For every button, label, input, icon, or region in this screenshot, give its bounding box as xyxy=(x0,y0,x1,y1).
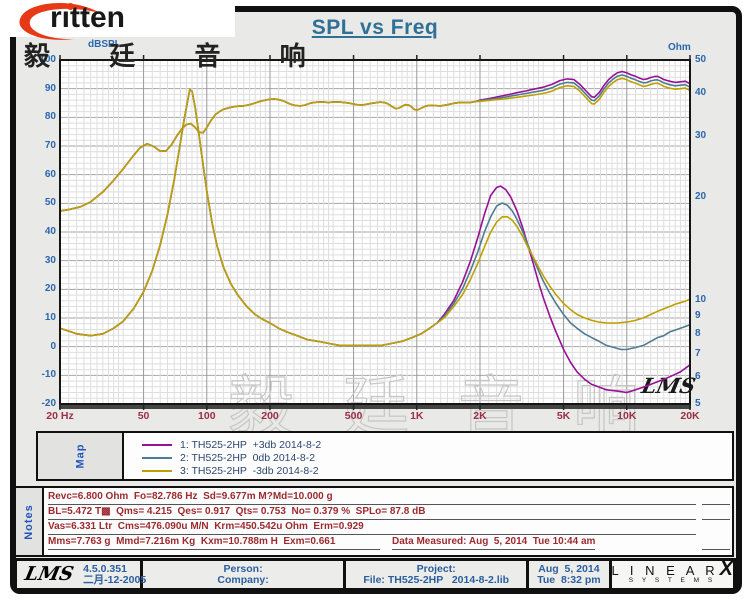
left-tick--20: -20 xyxy=(41,398,56,409)
notes-panel: Notes Revc=6.800 Ohm Fo=82.786 Hz Sd=9.6… xyxy=(14,486,734,557)
note-line-1: Revc=6.800 Ohm Fo=82.786 Hz Sd=9.677m M?… xyxy=(48,491,696,505)
curve-impedance-3-th525-2hp--3db xyxy=(59,88,691,347)
legend-swatch-3 xyxy=(142,469,172,472)
left-tick-10: 10 xyxy=(44,312,56,323)
footer-date-cell: Aug 5, 2014 Tue 8:32 pm xyxy=(529,561,612,588)
linearx-wordmark: L I N E A R xyxy=(611,562,719,578)
lms-logo: LMS xyxy=(22,563,76,585)
x-tick-10k: 10K xyxy=(617,410,637,422)
left-tick-40: 40 xyxy=(44,226,56,237)
legend-swatch-2 xyxy=(142,456,172,459)
x-tick-200: 200 xyxy=(261,410,279,422)
plot-border xyxy=(59,59,691,405)
right-tick-7: 7 xyxy=(695,347,701,359)
x-tick-2k: 2K xyxy=(473,410,487,422)
right-tick-20: 20 xyxy=(695,190,707,202)
linearx-x: X xyxy=(719,557,733,580)
left-tick-0: 0 xyxy=(50,340,56,352)
note-stub-line xyxy=(702,506,730,520)
left-tick-70: 70 xyxy=(44,140,56,151)
note-line-3: Vas=6.331 Ltr Cms=476.090u M/N Krm=450.5… xyxy=(48,521,696,535)
x-tick-100: 100 xyxy=(198,410,216,422)
data-measured-text: Data Measured: Aug 5, 2014 Tue 10:44 am xyxy=(392,536,596,550)
left-tick-50: 50 xyxy=(44,197,56,209)
x-tick-500: 500 xyxy=(344,410,363,422)
right-tick-9: 9 xyxy=(695,310,701,322)
left-tick-60: 60 xyxy=(44,168,56,180)
page-title: SPL vs Freq xyxy=(311,16,439,39)
company-label: Company: xyxy=(217,573,269,586)
legend-item-3: 3: TH525-2HP -3db 2014-8-2 xyxy=(142,464,732,477)
right-tick-50: 50 xyxy=(695,54,707,65)
right-tick-8: 8 xyxy=(695,327,701,339)
note-line-2: BL=5.472 T▩ Qms= 4.215 Qes= 0.917 Qts= 0… xyxy=(48,506,696,520)
right-tick-10: 10 xyxy=(695,294,707,306)
footer-lms-cell: LMS 4.5.0.351 二月-12-2005 xyxy=(17,561,147,588)
software-version: 4.5.0.351 xyxy=(83,562,127,575)
person-label: Person: xyxy=(223,562,263,575)
legend-swatch-1 xyxy=(142,443,172,446)
right-tick-6: 6 xyxy=(695,370,701,382)
map-panel-label: Map xyxy=(38,433,124,479)
logo-swoosh-icon xyxy=(19,2,100,40)
legend-text-3: 3: TH525-2HP -3db 2014-8-2 xyxy=(180,464,319,477)
map-panel: Map 1: TH525-2HP +3db 2014-8-2 2: TH525-2… xyxy=(36,431,734,481)
footer-project-cell: Project: File: TH525-2HP 2014-8-2.lib xyxy=(346,561,530,588)
left-tick-80: 80 xyxy=(44,111,56,123)
x-tick-20k: 20K xyxy=(680,410,700,422)
note-line-4: Mms=7.763 g Mmd=7.216m Kg Kxm=10.788m H … xyxy=(48,536,380,550)
x-tick-1k: 1K xyxy=(410,410,424,422)
print-date: Aug 5, 2014 xyxy=(538,562,600,575)
curve-3-th525-2hp--3db-2014-8-2 xyxy=(59,77,691,212)
file-name: File: TH525-2HP 2014-8-2.lib xyxy=(363,573,510,586)
left-tick-20: 20 xyxy=(44,283,56,295)
note-stub-line xyxy=(702,491,730,505)
x-tick-20-hz: 20 Hz xyxy=(46,410,74,422)
right-axis-label: Ohm xyxy=(668,42,691,53)
company-name-cjk: 毅 廷 音 响 xyxy=(24,41,332,71)
x-tick-5k: 5K xyxy=(556,410,571,422)
brand-wordmark: rıtten xyxy=(50,1,125,34)
right-tick-30: 30 xyxy=(695,130,707,142)
footer-bar: LMS 4.5.0.351 二月-12-2005 Person: Company… xyxy=(14,558,736,591)
notes-body: Revc=6.800 Ohm Fo=82.786 Hz Sd=9.677m M?… xyxy=(44,488,732,555)
left-axis-label: dBSPL xyxy=(88,39,121,50)
right-tick-40: 40 xyxy=(695,87,707,99)
legend: 1: TH525-2HP +3db 2014-8-2 2: TH525-2HP 0… xyxy=(124,433,732,479)
footer-person-cell: Person: Company: xyxy=(143,561,347,588)
brand-i-dot xyxy=(67,3,74,10)
linearx-systems-text: S Y S T E M S xyxy=(628,576,716,584)
left-tick-100: 100 xyxy=(39,54,56,65)
notes-panel-label: Notes xyxy=(16,488,44,555)
company-logo: rıtten 毅 廷 音 响 xyxy=(10,0,306,72)
left-tick--10: -10 xyxy=(41,369,56,381)
legend-item-1: 1: TH525-2HP +3db 2014-8-2 xyxy=(142,438,732,451)
project-label: Project: xyxy=(416,562,456,575)
left-tick-90: 90 xyxy=(44,82,56,94)
legend-item-2: 2: TH525-2HP 0db 2014-8-2 xyxy=(142,451,732,464)
print-time: Tue 8:32 pm xyxy=(537,573,601,586)
x-tick-50: 50 xyxy=(137,410,150,422)
note-stub-line xyxy=(702,536,730,550)
software-date: 二月-12-2005 xyxy=(83,573,147,586)
right-tick-5: 5 xyxy=(695,398,701,409)
left-tick-30: 30 xyxy=(44,254,56,266)
legend-text-1: 1: TH525-2HP +3db 2014-8-2 xyxy=(180,438,322,451)
legend-text-2: 2: TH525-2HP 0db 2014-8-2 xyxy=(180,451,316,464)
